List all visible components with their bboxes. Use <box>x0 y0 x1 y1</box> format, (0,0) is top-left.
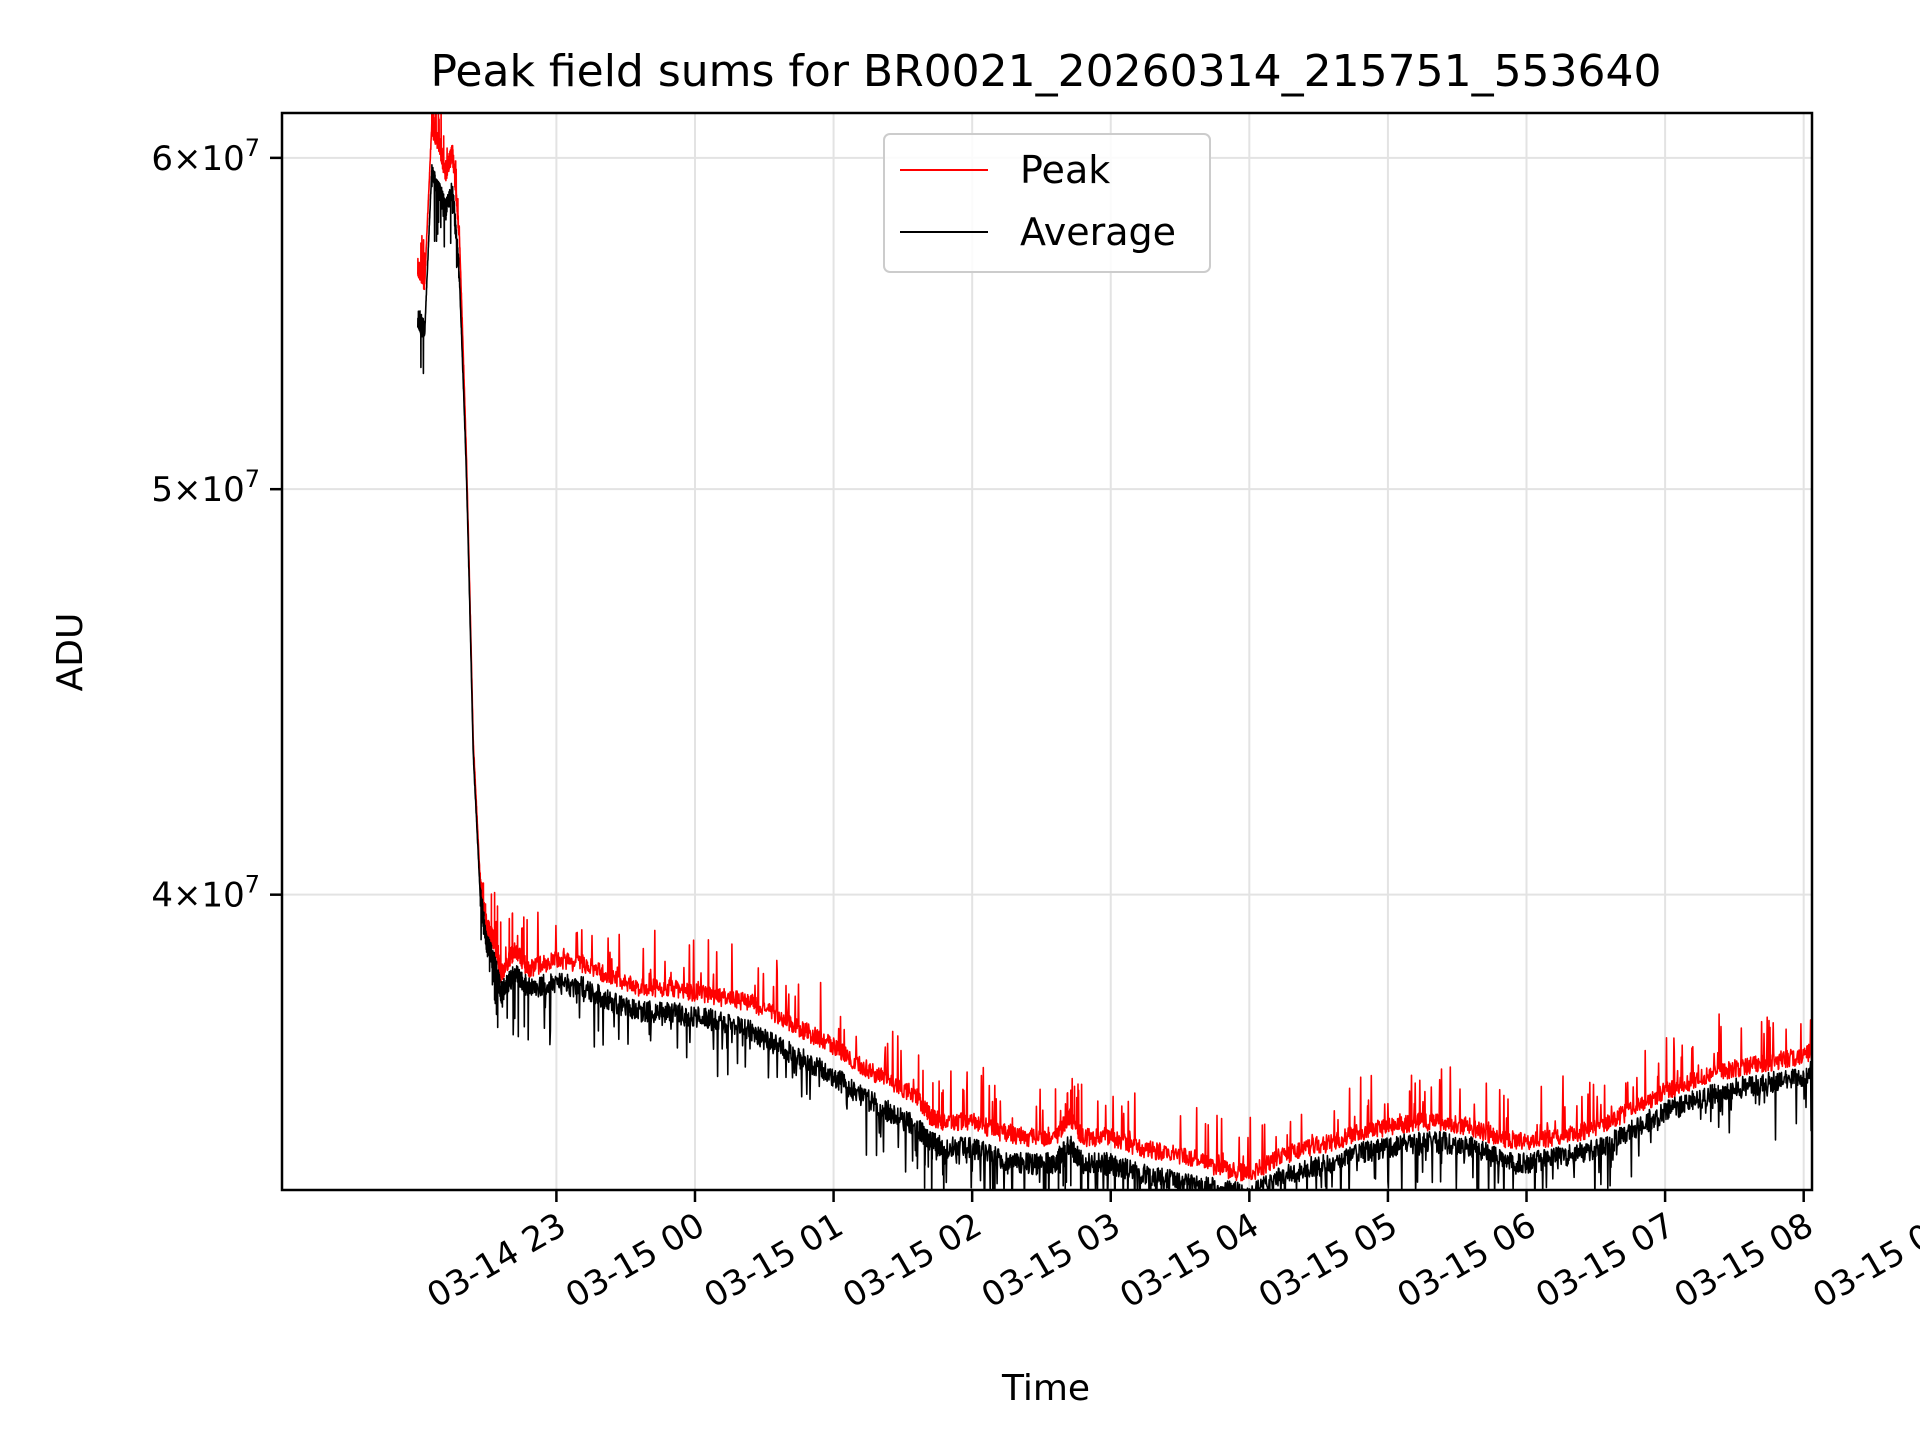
x-tick-label: 03-15 06 <box>1391 1205 1543 1316</box>
x-tick-label: 03-15 00 <box>559 1205 711 1316</box>
x-tick-label: 03-15 04 <box>1113 1205 1265 1316</box>
x-tick-label: 03-15 08 <box>1668 1205 1820 1316</box>
x-tick-label: 03-15 05 <box>1252 1205 1404 1316</box>
plot-frame <box>280 111 1814 1192</box>
legend-label-peak: Peak <box>1020 148 1110 192</box>
y-tick-label: 5×107 <box>151 465 260 510</box>
x-tick-label: 03-15 02 <box>836 1205 988 1316</box>
series-line-peak <box>417 113 1812 1182</box>
y-axis-label: ADU <box>50 613 91 692</box>
x-axis-label: Time <box>1001 1368 1090 1409</box>
x-tick-label: 03-15 07 <box>1529 1205 1681 1316</box>
series-line-average <box>417 164 1812 1190</box>
y-axis: 4×107 5×107 6×107 <box>151 134 282 916</box>
y-tick-label: 6×107 <box>151 134 260 179</box>
chart-title: Peak field sums for BR0021_20260314_2157… <box>430 46 1661 97</box>
x-tick-label: 03-15 03 <box>975 1205 1127 1316</box>
y-tick-label: 4×107 <box>151 871 260 916</box>
plot-series <box>417 113 1812 1190</box>
legend: Peak Average <box>883 133 1211 273</box>
legend-box <box>883 133 1211 273</box>
x-tick-label: 03-15 09 <box>1806 1205 1920 1316</box>
legend-label-average: Average <box>1020 210 1176 254</box>
x-tick-label: 03-15 01 <box>698 1205 850 1316</box>
x-tick-label: 03-14 23 <box>421 1205 573 1316</box>
